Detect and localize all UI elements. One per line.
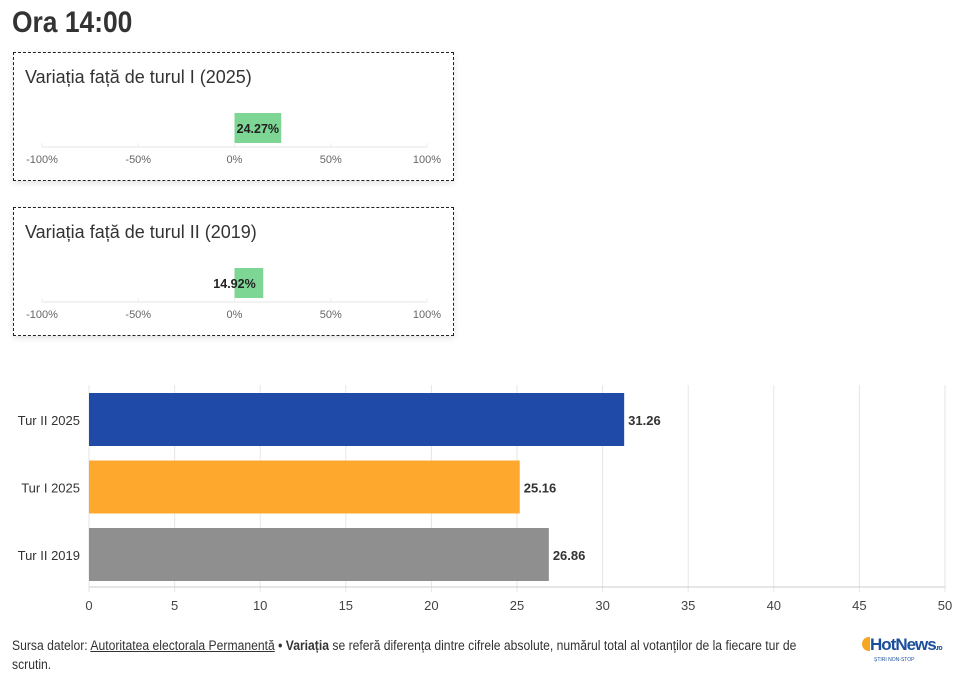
- x-tick-label: 5: [171, 598, 178, 613]
- tick-label: 100%: [413, 309, 441, 321]
- category-label: Tur II 2025: [18, 413, 80, 428]
- tick-label: 0%: [227, 309, 243, 321]
- variation-card-tur2-2019: Variația față de turul II (2019) -100% -5…: [13, 207, 454, 336]
- variation-bar: [234, 113, 282, 143]
- bar-tur-ii-2019: [89, 528, 549, 581]
- footer-text: se referă diferența dintre cifrele absol…: [12, 638, 797, 672]
- card-title: Variația față de turul II (2019): [25, 222, 257, 242]
- category-label: Tur II 2019: [18, 548, 80, 563]
- value-label: 31.26: [628, 413, 661, 428]
- x-tick-label: 20: [424, 598, 438, 613]
- tick-label: -100%: [26, 309, 58, 321]
- x-tick-label: 40: [767, 598, 781, 613]
- x-tick-label: 10: [253, 598, 267, 613]
- tick-label: 100%: [413, 154, 441, 166]
- x-tick-label: 50: [938, 598, 952, 613]
- value-label: 26.86: [553, 548, 586, 563]
- x-tick-label: 35: [681, 598, 695, 613]
- x-tick-label: 45: [852, 598, 866, 613]
- variation-card-tur1: Variația față de turul I (2025) -100% -50…: [13, 52, 454, 181]
- value-label: 25.16: [524, 481, 557, 496]
- variation-label: 24.27%: [237, 122, 279, 136]
- source-link[interactable]: Autoritatea electorala Permanentă: [90, 638, 275, 653]
- tick-label: -50%: [125, 154, 151, 166]
- card-title: Variația față de turul I (2025): [25, 67, 252, 87]
- logo-tagline: ȘTIRI NON-STOP: [874, 657, 915, 663]
- x-tick-label: 30: [595, 598, 609, 613]
- x-tick-label: 25: [510, 598, 524, 613]
- x-tick-label: 0: [85, 598, 92, 613]
- logo-text: HotNews: [870, 635, 937, 654]
- tick-label: 0%: [227, 154, 243, 166]
- separator: •: [274, 638, 286, 653]
- bar-tur-ii-2025: [89, 393, 625, 446]
- mini-chart-1: -100% -50% 0% 50% 100% 14.92%: [26, 268, 441, 321]
- bar-tur-i-2025: [89, 460, 520, 514]
- tick-label: 50%: [320, 154, 342, 166]
- logo-mark-icon: [862, 637, 870, 651]
- variation-term: Variația: [285, 638, 329, 653]
- tick-label: -100%: [26, 154, 58, 166]
- x-tick-label: 15: [339, 598, 353, 613]
- tick-label: -50%: [125, 309, 151, 321]
- variation-label: 14.92%: [213, 277, 255, 291]
- logo-suffix: .ro: [935, 645, 943, 652]
- footer-note: Sursa datelor: Autoritatea electorala Pe…: [12, 636, 809, 674]
- tick-label: 50%: [320, 309, 342, 321]
- turnout-bar-chart: 0 5 10 15 20 25 30 35 40 45 50 Tur II 2025 31.26 Tur …: [18, 385, 952, 613]
- category-label: Tur I 2025: [21, 481, 80, 496]
- mini-chart-0: -100% -50% 0% 50% 100% 24.27%: [26, 113, 441, 166]
- hotnews-logo: HotNews.ro ȘTIRI NON-STOP: [862, 636, 962, 668]
- page-title: Ora 14:00: [12, 6, 133, 39]
- source-label: Sursa datelor:: [12, 638, 88, 653]
- variation-bar: [234, 268, 264, 298]
